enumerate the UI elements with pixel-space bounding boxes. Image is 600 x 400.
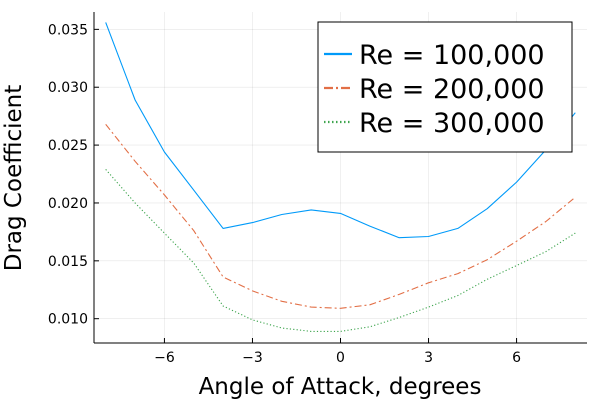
series-line-1 — [105, 22, 576, 239]
x-axis-ticks: −6 −3 0 3 6 — [154, 338, 521, 366]
series-lines — [105, 22, 576, 332]
y-tick-label: 0.010 — [48, 312, 88, 328]
x-tick-label: −3 — [242, 350, 263, 366]
x-axis-title: Angle of Attack, degrees — [199, 374, 482, 400]
y-axis-title: Drag Coefficient — [1, 85, 27, 271]
x-tick-label: −6 — [154, 350, 175, 366]
y-tick-label: 0.035 — [48, 22, 88, 38]
legend-box — [317, 21, 573, 153]
series-line-2 — [105, 123, 576, 309]
legend-label-1: Re = 100,000 — [359, 40, 545, 71]
x-tick-label: 0 — [336, 350, 345, 366]
legend-label-3: Re = 300,000 — [359, 108, 545, 139]
y-tick-label: 0.025 — [48, 138, 88, 154]
x-tick-label: 3 — [424, 350, 433, 366]
series-line-3 — [105, 169, 576, 332]
y-tick-label: 0.030 — [48, 80, 88, 96]
y-tick-label: 0.015 — [48, 254, 88, 270]
legend-label-2: Re = 200,000 — [359, 74, 545, 105]
x-tick-label: 6 — [512, 350, 521, 366]
y-tick-label: 0.020 — [48, 196, 88, 212]
y-axis-ticks: 0.010 0.015 0.020 0.025 0.030 0.035 — [48, 22, 99, 328]
